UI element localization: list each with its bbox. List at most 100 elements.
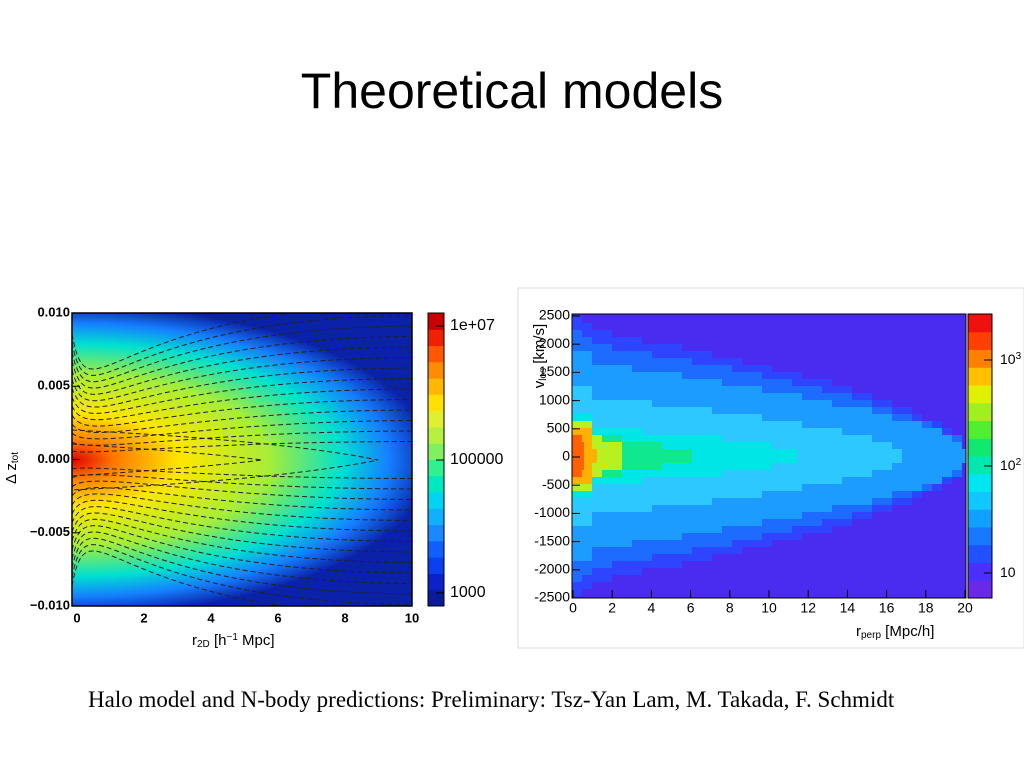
label-part: Mpc] bbox=[238, 632, 275, 649]
cell bbox=[662, 449, 672, 463]
cell bbox=[862, 435, 872, 477]
slide-title: Theoretical models bbox=[300, 63, 724, 119]
contour bbox=[72, 525, 412, 574]
contour bbox=[72, 467, 412, 479]
cell bbox=[582, 442, 584, 470]
cell bbox=[582, 428, 592, 484]
axis-label: Δ ztot bbox=[3, 452, 21, 484]
contour bbox=[72, 315, 412, 376]
label-part: Δ z bbox=[3, 463, 20, 484]
cell bbox=[652, 442, 662, 470]
colorbar-cell bbox=[968, 509, 992, 528]
colorbar-cell bbox=[428, 394, 444, 412]
cell bbox=[772, 449, 782, 463]
colorbar-label: 1e+07 bbox=[450, 317, 495, 334]
left-heatmap bbox=[72, 313, 412, 606]
y-tick-label: 0.005 bbox=[37, 378, 70, 393]
cell bbox=[872, 442, 882, 470]
y-tick-label: 0.000 bbox=[37, 451, 70, 466]
x-tick-label: 18 bbox=[918, 600, 934, 616]
colorbar-cell bbox=[968, 349, 992, 368]
y-tick-label: 2000 bbox=[539, 335, 570, 351]
colorbar-cell bbox=[968, 367, 992, 386]
contour bbox=[72, 313, 296, 370]
cell bbox=[882, 442, 892, 470]
contour bbox=[72, 443, 263, 477]
cell bbox=[622, 442, 632, 470]
colorbar-cell bbox=[968, 331, 992, 350]
y-tick-label: −0.010 bbox=[30, 597, 70, 612]
x-tick-label: 6 bbox=[274, 610, 281, 625]
cell bbox=[922, 428, 932, 484]
x-tick-label: 0 bbox=[569, 600, 577, 616]
cell bbox=[682, 449, 692, 463]
colorbar-cell bbox=[968, 402, 992, 421]
axis-label: r2D [h−1 Mpc] bbox=[192, 632, 275, 650]
label-part: r bbox=[192, 632, 197, 649]
label-part: −1 bbox=[226, 632, 238, 643]
y-tick-label: 0 bbox=[562, 448, 570, 464]
colorbar-cell bbox=[968, 456, 992, 475]
contour bbox=[72, 399, 412, 427]
axis-label: rperp [Mpc/h] bbox=[856, 623, 934, 641]
cell bbox=[672, 449, 682, 463]
y-tick-label: 2500 bbox=[539, 307, 570, 323]
colorbar-cell bbox=[968, 544, 992, 563]
contour bbox=[72, 518, 412, 563]
colorbar-cell bbox=[428, 573, 444, 591]
cell bbox=[932, 428, 942, 484]
contour bbox=[72, 367, 412, 408]
cell bbox=[822, 428, 832, 484]
label-part: [h bbox=[210, 632, 227, 649]
colorbar-cell bbox=[968, 438, 992, 457]
colorbar-cell bbox=[968, 562, 992, 581]
label-part: 10 bbox=[1000, 457, 1016, 473]
x-tick-label: 16 bbox=[879, 600, 895, 616]
colorbar-cell bbox=[428, 540, 444, 558]
x-tick-label: 2 bbox=[608, 600, 616, 616]
contour bbox=[72, 441, 412, 453]
label-part: los bbox=[538, 368, 549, 381]
cell bbox=[892, 449, 902, 463]
y-tick-label: −0.005 bbox=[30, 524, 70, 539]
colorbar-cell bbox=[968, 314, 992, 333]
colorbar-frame bbox=[967, 313, 993, 599]
colorbar-cell bbox=[428, 508, 444, 526]
colorbar-cell bbox=[428, 443, 444, 460]
colorbar-cell bbox=[428, 345, 444, 363]
x-tick-label: 12 bbox=[800, 600, 816, 616]
colorbar-cell bbox=[428, 557, 444, 574]
cell bbox=[812, 428, 822, 484]
x-tick-label: 10 bbox=[405, 610, 419, 625]
label-part: perp bbox=[861, 630, 881, 641]
label-part: 3 bbox=[1016, 351, 1022, 362]
contour bbox=[72, 325, 412, 383]
label-part: r bbox=[856, 623, 861, 640]
contour bbox=[72, 346, 412, 395]
cell bbox=[762, 442, 772, 470]
contours bbox=[72, 313, 412, 606]
label-part: 2 bbox=[1016, 457, 1022, 468]
cell bbox=[742, 442, 752, 470]
cell bbox=[952, 442, 962, 470]
colorbar-label: 1000 bbox=[450, 584, 486, 601]
y-tick-label: -2500 bbox=[534, 589, 570, 605]
colorbar-cell bbox=[428, 492, 444, 509]
x-tick-label: 14 bbox=[840, 600, 856, 616]
cell bbox=[732, 442, 742, 470]
contour bbox=[72, 499, 412, 532]
cell bbox=[602, 442, 612, 470]
cell bbox=[572, 435, 582, 477]
cell bbox=[702, 435, 712, 477]
colorbar-label: 102 bbox=[1000, 457, 1022, 473]
x-tick-label: 6 bbox=[687, 600, 695, 616]
colorbar-cell bbox=[968, 420, 992, 439]
contour bbox=[72, 506, 412, 542]
y-tick-label: -2000 bbox=[534, 561, 570, 577]
x-tick-label: 4 bbox=[648, 600, 656, 616]
y-tick-label: 1500 bbox=[539, 363, 570, 379]
colorbar-cell bbox=[428, 459, 444, 477]
y-tick-label: -1500 bbox=[534, 532, 570, 548]
